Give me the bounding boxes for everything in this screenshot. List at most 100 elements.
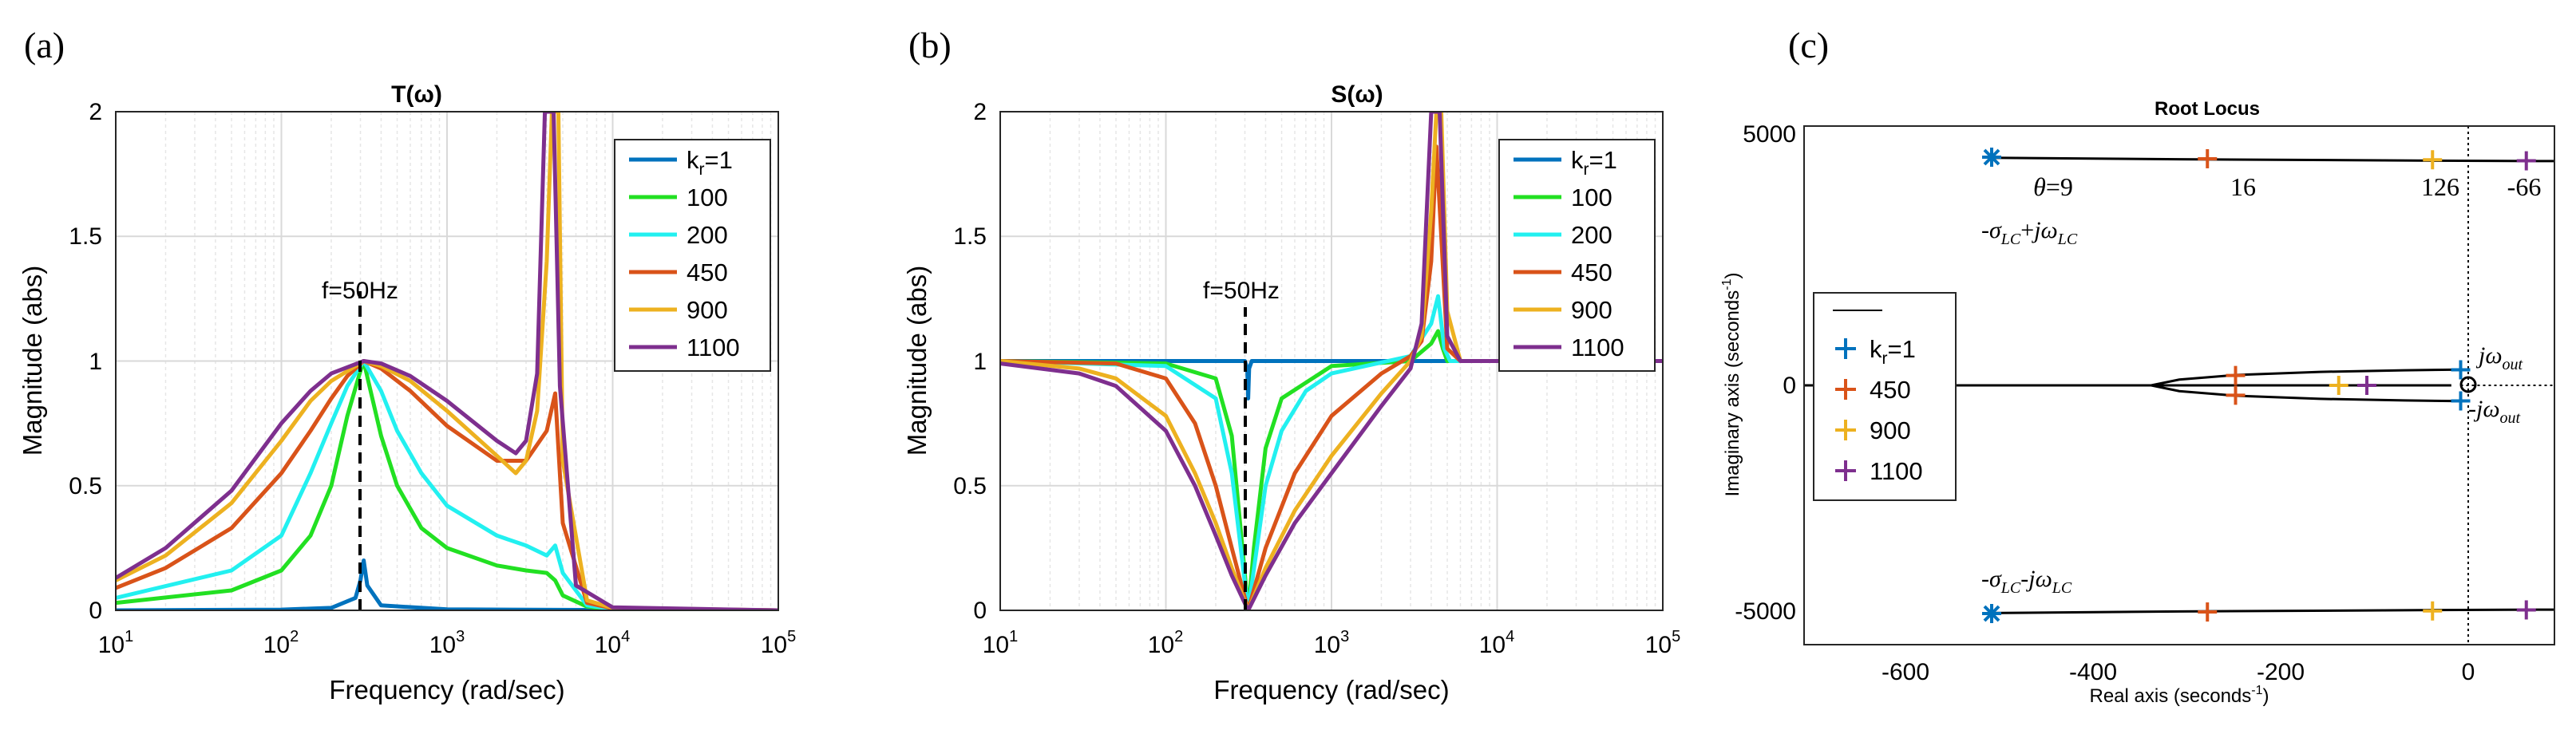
- panel-a-xlabel: Frequency (rad/sec): [329, 675, 564, 704]
- legend-label-2: 200: [687, 221, 728, 249]
- legend-label-5: 1100: [687, 333, 740, 361]
- legend-label-3: 1100: [1870, 457, 1923, 485]
- panel-c-letter: (c): [1788, 25, 1829, 65]
- legend-label-4: 900: [687, 296, 728, 324]
- series-line-3: [116, 359, 778, 610]
- panel-c: (c) Root Locus 5000 0 -5000 -600 -400 -2…: [1720, 25, 2555, 707]
- legend-label-3: 450: [1571, 258, 1612, 286]
- c-annot-neg66: -66: [2507, 172, 2542, 201]
- legend-box: [614, 139, 771, 372]
- legend-label-1: 450: [1870, 376, 1911, 404]
- a-xtick-4: 105: [761, 628, 797, 658]
- b-xtick-4: 105: [1645, 628, 1681, 658]
- legend-box: [1813, 292, 1957, 501]
- c-annot-16: 16: [2230, 172, 2256, 201]
- series-line-2: [1000, 294, 1663, 610]
- panel-b-title: S(ω): [1331, 81, 1383, 108]
- panel-a-legend: kr=1 100 200 450 900 1100: [614, 139, 771, 372]
- c-annot-neg-jw-out: -jωout: [2468, 396, 2521, 427]
- pole-star-b: [1983, 605, 2000, 622]
- panel-b-axes-box: [999, 111, 1664, 611]
- legend-label-1: 100: [1571, 184, 1612, 211]
- c-annot-upper-pole: -σLC+jωLC: [1981, 217, 2078, 248]
- legend-label-0: kr=1: [1870, 335, 1916, 368]
- locus-split-down: [2151, 384, 2461, 403]
- panel-c-yticks: 5000 0 -5000: [1735, 121, 1796, 625]
- panel-c-axes-box: [1803, 125, 2555, 645]
- c-xtick-3: 0: [2462, 659, 2475, 685]
- panel-a-xticks: 101 102 103 104 105: [98, 628, 797, 658]
- b-ytick-3: 1.5: [953, 223, 987, 250]
- legend-label-4: 900: [1571, 296, 1612, 324]
- a-ytick-3: 1.5: [69, 223, 102, 250]
- a-xtick-0: 101: [98, 628, 134, 658]
- panel-a-ylabel: Magnitude (abs): [18, 266, 47, 456]
- series-line-1: [116, 359, 778, 610]
- c-annot-theta: θ=9: [2033, 172, 2073, 201]
- series-line-4: [116, 112, 778, 610]
- panel-b: (b) S(ω) f=50Hz 0 0.5 1 1.5 2 101 102 10…: [902, 25, 1680, 704]
- panel-c-locus: [1804, 156, 2555, 614]
- legend-label-0: kr=1: [687, 146, 733, 179]
- series-line-3: [1000, 144, 1663, 610]
- b-xtick-0: 101: [983, 628, 1019, 658]
- panel-b-50hz-label: f=50Hz: [1203, 278, 1280, 304]
- panel-b-ylabel: Magnitude (abs): [902, 266, 932, 456]
- a-xtick-3: 104: [595, 628, 631, 658]
- panel-a-50hz-label: f=50Hz: [322, 278, 398, 304]
- panel-a-axes-box: [115, 111, 779, 611]
- a-xtick-2: 103: [429, 628, 465, 658]
- legend-label-2: 200: [1571, 221, 1612, 249]
- locus-upper-branch: [1991, 156, 2555, 163]
- locus-split-up: [2151, 368, 2461, 387]
- a-ytick-2: 1: [89, 349, 102, 375]
- b-ytick-0: 0: [973, 598, 987, 624]
- c-ytick-0: -5000: [1735, 598, 1796, 625]
- panel-c-zero-marker: [2459, 376, 2477, 393]
- panel-c-xlabel: Real axis (seconds-1): [2090, 684, 2269, 707]
- panel-b-xticks: 101 102 103 104 105: [983, 628, 1681, 658]
- c-annot-126: 126: [2421, 172, 2459, 201]
- panel-c-ylabel: Imaginary axis (seconds-1): [1720, 272, 1743, 496]
- legend-label-3: 450: [687, 258, 728, 286]
- series-line-2: [116, 359, 778, 610]
- a-ytick-0: 0: [89, 598, 102, 624]
- b-ytick-1: 0.5: [953, 473, 987, 499]
- legend-label-5: 1100: [1571, 333, 1624, 361]
- panel-c-xticks: -600 -400 -200 0: [1882, 659, 2475, 685]
- panel-c-legend: kr=1 450 900 1100: [1813, 292, 1957, 501]
- panel-a-letter: (a): [24, 25, 65, 65]
- c-xtick-1: -400: [2069, 659, 2117, 685]
- series-line-4: [1000, 112, 1663, 610]
- a-ytick-1: 0.5: [69, 473, 102, 499]
- c-annot-jw-out: jωout: [2475, 342, 2523, 373]
- c-xtick-0: -600: [1882, 659, 1929, 685]
- b-xtick-3: 104: [1479, 628, 1515, 658]
- legend-label-0: kr=1: [1571, 146, 1617, 179]
- panel-b-yticks: 0 0.5 1 1.5 2: [953, 99, 987, 624]
- pole-star-b: [1983, 148, 2000, 166]
- panel-a: (a) T(ω) f=50Hz 0 0.5 1 1.5 2 101 102 10…: [18, 25, 796, 704]
- b-xtick-1: 102: [1148, 628, 1184, 658]
- panel-b-xlabel: Frequency (rad/sec): [1213, 675, 1449, 704]
- panel-b-legend: kr=1 100 200 450 900 1100: [1498, 139, 1656, 372]
- c-ytick-2: 5000: [1743, 121, 1796, 148]
- c-ytick-1: 0: [1783, 373, 1796, 399]
- panel-a-title: T(ω): [391, 81, 442, 108]
- a-xtick-1: 102: [263, 628, 299, 658]
- a-ytick-4: 2: [89, 99, 102, 125]
- series-line-5: [116, 112, 778, 610]
- series-line-1: [1000, 329, 1663, 610]
- panel-c-title: Root Locus: [2155, 98, 2260, 120]
- b-ytick-4: 2: [973, 99, 987, 125]
- legend-label-1: 100: [687, 184, 728, 211]
- legend-label-2: 900: [1870, 416, 1911, 444]
- legend-box: [1498, 139, 1656, 372]
- panel-b-letter: (b): [908, 25, 952, 65]
- series-line-5: [1000, 112, 1663, 610]
- b-xtick-2: 103: [1314, 628, 1350, 658]
- panel-a-yticks: 0 0.5 1 1.5 2: [69, 99, 102, 624]
- panel-c-markers: [1982, 148, 2536, 623]
- c-xtick-2: -200: [2257, 659, 2305, 685]
